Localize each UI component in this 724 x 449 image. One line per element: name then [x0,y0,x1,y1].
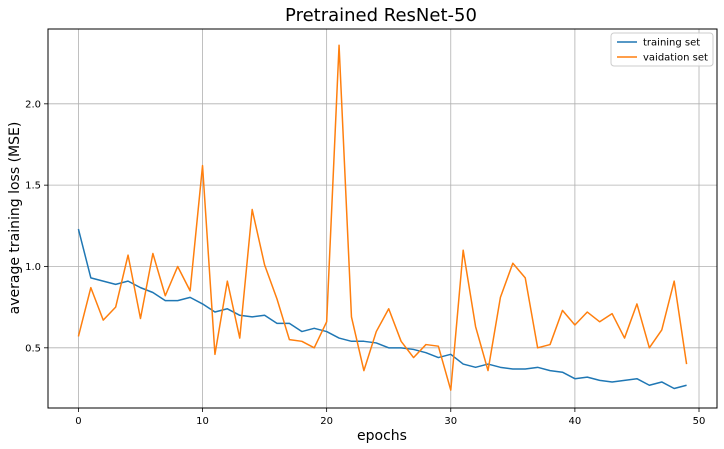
plot-area [48,29,717,408]
x-axis-label: epochs [357,428,407,444]
series-line-training [77,228,687,390]
x-tick-label: 30 [444,416,457,427]
x-tick-label: 40 [569,416,582,427]
x-tick-label: 0 [75,416,81,427]
x-axis-ticks: 0 10 20 30 40 50 [75,408,705,427]
series-line-validation [77,44,688,391]
y-tick-label: 1.5 [25,181,41,192]
series-layer [77,44,688,391]
x-tick-label: 10 [196,416,209,427]
y-axis-label: average training loss (MSE) [7,122,23,315]
x-tick-label: 20 [320,416,333,427]
grid-lines [48,29,717,408]
legend-label: training set [643,38,700,49]
y-tick-label: 0.5 [25,343,41,354]
chart-title: Pretrained ResNet-50 [285,5,477,26]
y-tick-label: 2.0 [25,99,41,110]
legend-label: vaidation set [643,53,708,64]
y-tick-label: 1.0 [25,262,41,273]
plot-frame [47,28,718,409]
legend: training set vaidation set [610,32,714,67]
y-axis-ticks: 0.5 1.0 1.5 2.0 [25,99,48,354]
x-tick-label: 50 [693,416,706,427]
